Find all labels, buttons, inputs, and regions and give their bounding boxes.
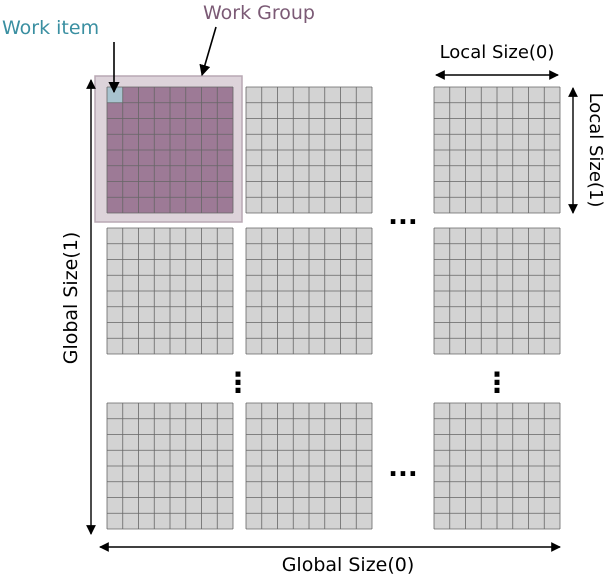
work-group-block (245, 86, 373, 214)
global-size-0-label: Global Size(0) (282, 554, 415, 576)
work-item-gridlines (433, 227, 561, 355)
work-item-gridlines (245, 227, 373, 355)
ellipsis-vertical-right: ⋮ (483, 366, 511, 399)
local-size-0-label: Local Size(0) (440, 42, 555, 63)
work-item-gridlines (106, 227, 234, 355)
work-group-block (106, 402, 234, 530)
work-group-block (245, 402, 373, 530)
work-group-block (433, 402, 561, 530)
work-group-label: Work Group (203, 2, 315, 24)
work-group-block (106, 227, 234, 355)
work-group-highlighted (106, 86, 234, 214)
work-item-gridlines (245, 86, 373, 214)
local-size-1-label: Local Size(1) (585, 93, 606, 208)
work-group-block (245, 227, 373, 355)
work-item-gridlines (245, 402, 373, 530)
work-item-cell (107, 87, 123, 103)
ellipsis-vertical-left: ⋮ (224, 366, 252, 399)
work-group-grid (106, 86, 561, 530)
work-item-gridlines (433, 402, 561, 530)
work-group-pointer (199, 26, 217, 77)
work-group-block (433, 227, 561, 355)
work-item-gridlines (106, 402, 234, 530)
ellipsis-horizontal-top: ... (388, 201, 418, 231)
ellipsis-horizontal-bottom: ... (388, 453, 418, 483)
work-item-gridlines (106, 86, 234, 214)
global-size-1-label: Global Size(1) (60, 232, 82, 365)
work-item-label: Work item (2, 17, 99, 39)
work-item-gridlines (433, 86, 561, 214)
work-group-block (433, 86, 561, 214)
